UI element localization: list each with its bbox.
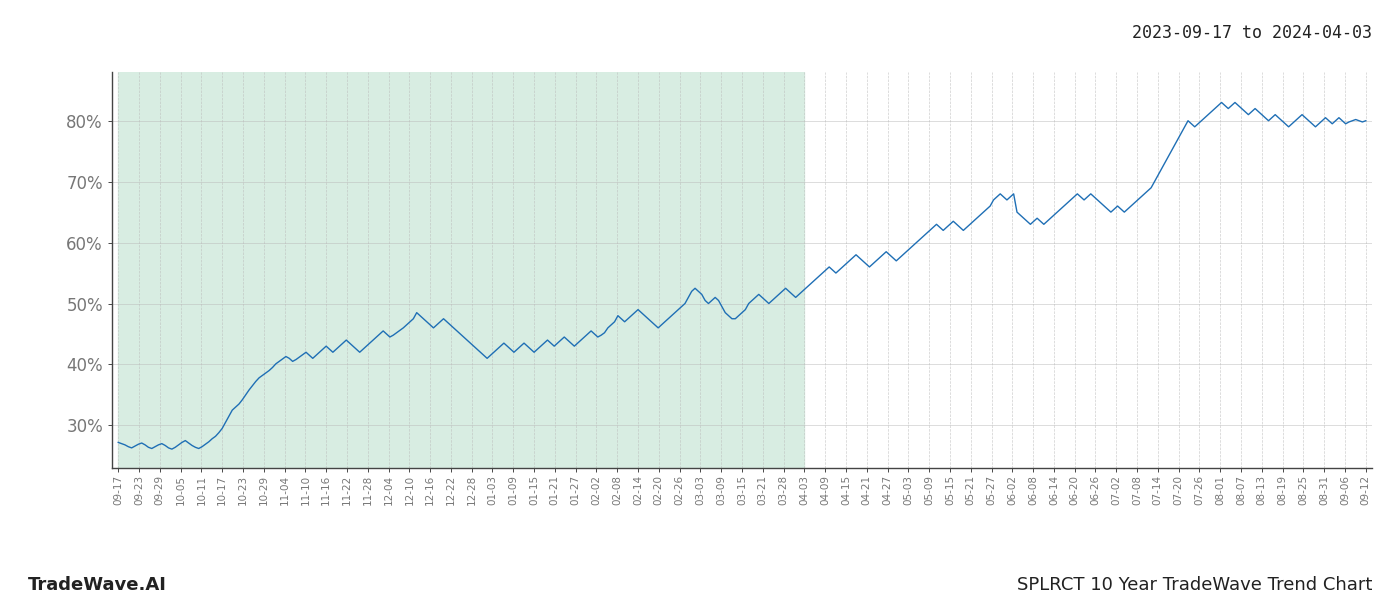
Text: 2023-09-17 to 2024-04-03: 2023-09-17 to 2024-04-03 — [1133, 24, 1372, 42]
Bar — [118, 72, 805, 468]
Text: SPLRCT 10 Year TradeWave Trend Chart: SPLRCT 10 Year TradeWave Trend Chart — [1016, 576, 1372, 594]
Text: TradeWave.AI: TradeWave.AI — [28, 576, 167, 594]
